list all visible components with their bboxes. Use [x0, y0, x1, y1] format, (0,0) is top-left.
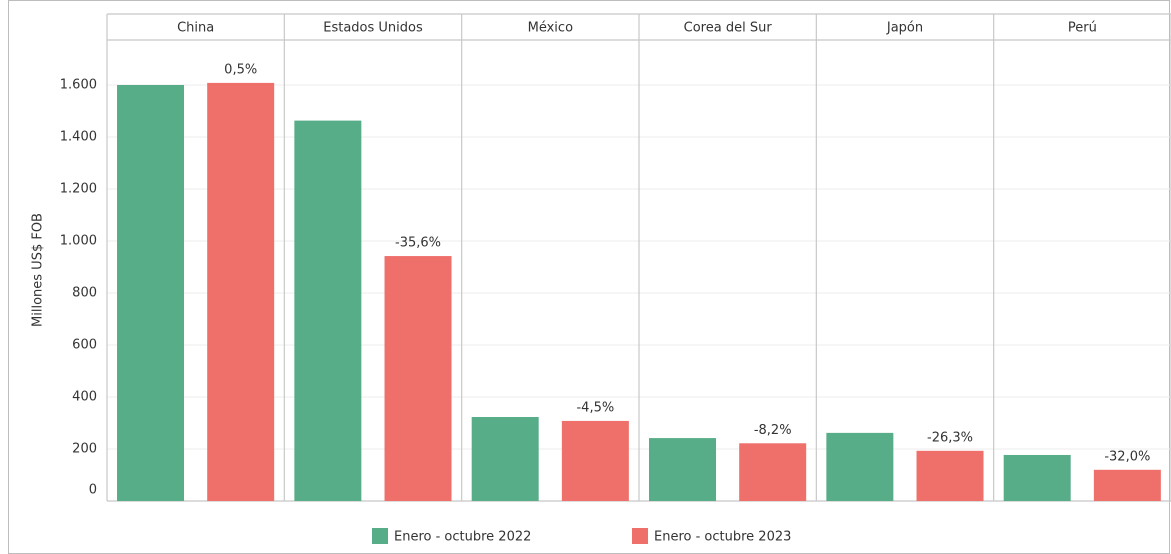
y-tick-label: 1.600: [60, 77, 97, 92]
y-tick-label: 200: [72, 441, 97, 456]
change-annotation: -35,6%: [395, 236, 441, 251]
change-annotation: 0,5%: [224, 62, 257, 77]
y-tick-label: 1.200: [60, 181, 97, 196]
bar: [471, 417, 539, 501]
bar: [826, 432, 894, 501]
legend-swatch: [632, 528, 648, 544]
change-annotation: -32,0%: [1104, 449, 1150, 464]
y-tick-label: 400: [72, 389, 97, 404]
change-annotation: -26,3%: [927, 430, 973, 445]
legend-swatch: [372, 528, 388, 544]
y-axis-label: Millones US$ FOB: [31, 213, 46, 327]
panel-header: Estados Unidos: [323, 21, 423, 36]
bar: [739, 443, 807, 501]
y-tick-label: 1.000: [60, 233, 97, 248]
bar: [649, 438, 717, 501]
y-tick-label: 600: [72, 337, 97, 352]
bar: [1003, 454, 1071, 501]
change-annotation: -4,5%: [576, 400, 614, 415]
bar: [117, 84, 185, 502]
y-tick-label: 1.400: [60, 129, 97, 144]
change-annotation: -8,2%: [754, 423, 792, 438]
panel-header: Perú: [1068, 21, 1097, 36]
bar: [916, 450, 984, 501]
bar: [561, 420, 629, 501]
panel-header: China: [177, 21, 214, 36]
y-tick-label: 0: [89, 483, 97, 498]
bar: [384, 256, 452, 501]
y-tick-label: 800: [72, 285, 97, 300]
panel-header: Japón: [886, 21, 923, 36]
legend-label: Enero - octubre 2022: [394, 530, 531, 545]
legend-label: Enero - octubre 2023: [654, 530, 791, 545]
panel-header: Corea del Sur: [684, 21, 773, 36]
bar: [1093, 469, 1161, 501]
bar: [207, 82, 275, 502]
bar: [294, 120, 362, 501]
panel-header: México: [528, 21, 573, 36]
